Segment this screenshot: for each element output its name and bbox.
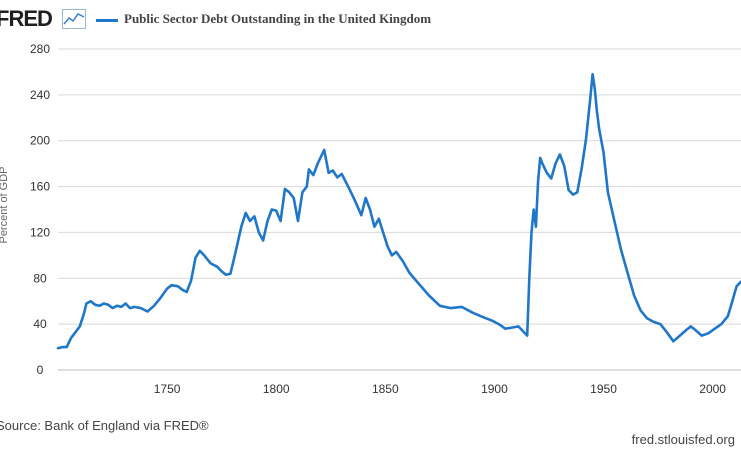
y-tick-label: 200 xyxy=(30,134,50,148)
fred-credit-link[interactable]: fred.stlouisfed.org xyxy=(631,432,735,447)
y-tick-labels: 0 40 80 120 160 200 240 280 xyxy=(30,42,50,377)
source-note: Source: Bank of England via FRED® xyxy=(0,418,209,433)
x-tick-label: 1850 xyxy=(372,382,399,396)
legend-label: Public Sector Debt Outstanding in the Un… xyxy=(124,11,432,26)
legend-swatch xyxy=(96,19,118,22)
x-tick-label: 1900 xyxy=(481,382,508,396)
fred-logo[interactable]: FRED xyxy=(0,6,53,31)
x-tick-label: 1750 xyxy=(154,382,181,396)
x-tick-label: 1800 xyxy=(263,382,290,396)
x-tick-labels: 1750 1800 1850 1900 1950 2000 xyxy=(154,382,727,396)
y-tick-label: 160 xyxy=(30,180,50,194)
line-chart: 0 40 80 120 160 200 240 280 1750 1800 1850 1900 195… xyxy=(30,42,741,396)
y-tick-label: 120 xyxy=(30,225,50,239)
line-graph-icon xyxy=(62,9,86,29)
y-tick-label: 0 xyxy=(37,363,44,377)
y-tick-label: 240 xyxy=(30,88,50,102)
x-tick-label: 2000 xyxy=(699,382,726,396)
gridlines xyxy=(58,48,741,371)
x-tick-label: 1950 xyxy=(590,382,617,396)
chart-header: FRED Public Sector Debt Outstanding in t… xyxy=(0,0,741,40)
y-tick-label: 40 xyxy=(33,317,47,331)
y-tick-label: 80 xyxy=(33,271,47,285)
series-layer xyxy=(56,72,741,350)
series-line[interactable] xyxy=(56,72,741,350)
y-tick-label: 280 xyxy=(30,42,50,56)
